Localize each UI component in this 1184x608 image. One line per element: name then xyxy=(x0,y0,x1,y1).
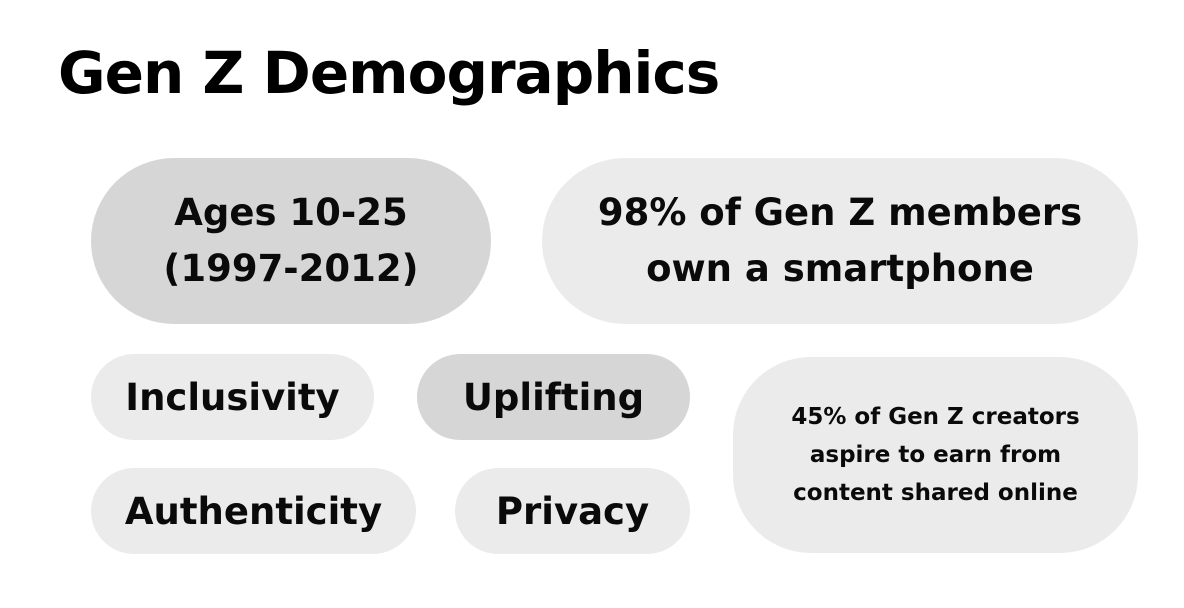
smartphone-stat-line-1: 98% of Gen Z members xyxy=(597,191,1083,234)
privacy-label: Privacy xyxy=(495,489,650,533)
uplifting-label: Uplifting xyxy=(462,375,645,419)
ages-text: Ages 10-25 (1997-2012) xyxy=(163,185,418,297)
authenticity-pill: Authenticity xyxy=(91,468,416,554)
smartphone-stat-pill: 98% of Gen Z members own a smartphone xyxy=(542,158,1138,324)
uplifting-pill: Uplifting xyxy=(417,354,690,440)
creators-stat-text: 45% of Gen Z creators aspire to earn fro… xyxy=(791,398,1079,512)
creators-stat-line-2: aspire to earn from xyxy=(809,442,1062,468)
ages-pill: Ages 10-25 (1997-2012) xyxy=(91,158,491,324)
privacy-pill: Privacy xyxy=(455,468,690,554)
page-title: Gen Z Demographics xyxy=(58,39,720,107)
creators-stat-line-3: content shared online xyxy=(793,480,1078,506)
smartphone-stat-text: 98% of Gen Z members own a smartphone xyxy=(598,185,1082,297)
creators-stat-line-1: 45% of Gen Z creators xyxy=(791,404,1080,430)
inclusivity-label: Inclusivity xyxy=(125,375,340,419)
smartphone-stat-line-2: own a smartphone xyxy=(646,247,1034,290)
ages-line-2: (1997-2012) xyxy=(163,247,419,290)
authenticity-label: Authenticity xyxy=(124,489,383,533)
inclusivity-pill: Inclusivity xyxy=(91,354,374,440)
creators-stat-pill: 45% of Gen Z creators aspire to earn fro… xyxy=(733,357,1138,553)
ages-line-1: Ages 10-25 xyxy=(174,191,408,234)
